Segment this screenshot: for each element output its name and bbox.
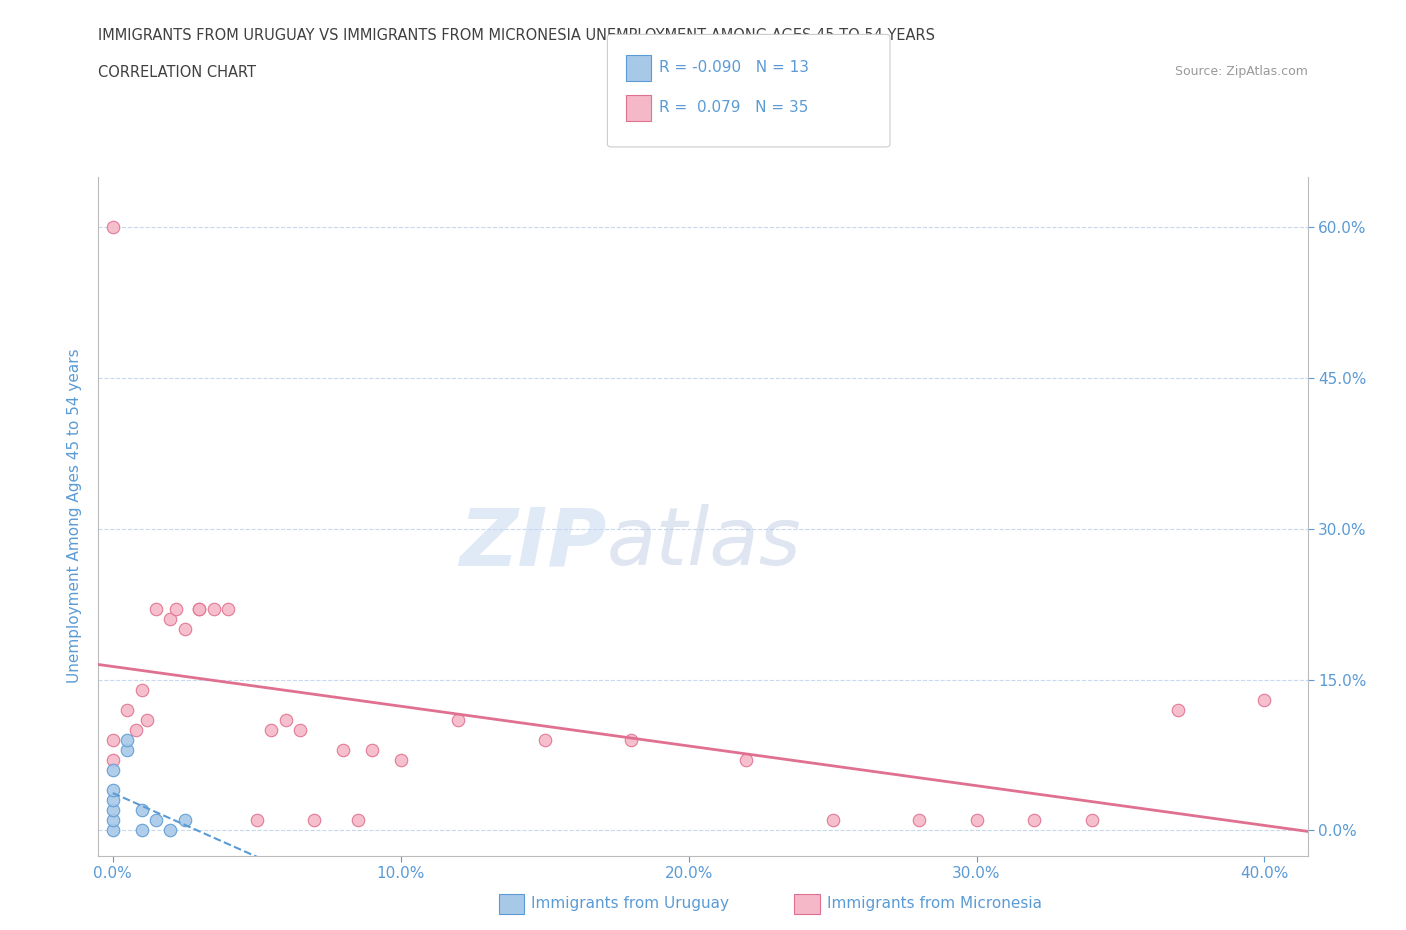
Text: atlas: atlas bbox=[606, 504, 801, 582]
Point bbox=[1022, 813, 1045, 828]
Text: R = -0.090   N = 13: R = -0.090 N = 13 bbox=[659, 60, 810, 75]
Point bbox=[101, 763, 124, 777]
Y-axis label: Unemployment Among Ages 45 to 54 years: Unemployment Among Ages 45 to 54 years bbox=[67, 349, 83, 684]
Point bbox=[260, 723, 283, 737]
Text: IMMIGRANTS FROM URUGUAY VS IMMIGRANTS FROM MICRONESIA UNEMPLOYMENT AMONG AGES 45: IMMIGRANTS FROM URUGUAY VS IMMIGRANTS FR… bbox=[98, 28, 935, 43]
Point bbox=[101, 823, 124, 838]
Point bbox=[217, 602, 239, 617]
Point bbox=[304, 813, 326, 828]
Point bbox=[125, 723, 148, 737]
Text: Immigrants from Uruguay: Immigrants from Uruguay bbox=[531, 897, 730, 911]
Point bbox=[346, 813, 368, 828]
Point bbox=[115, 733, 138, 748]
Point bbox=[173, 622, 195, 637]
Point bbox=[1080, 813, 1102, 828]
Point bbox=[101, 733, 124, 748]
Text: ZIP: ZIP bbox=[458, 504, 606, 582]
Point bbox=[136, 712, 159, 727]
Point bbox=[145, 602, 167, 617]
Point bbox=[620, 733, 643, 748]
Point bbox=[115, 702, 138, 717]
Text: R =  0.079   N = 35: R = 0.079 N = 35 bbox=[659, 100, 808, 115]
Point bbox=[131, 683, 153, 698]
Point bbox=[274, 712, 297, 727]
Point bbox=[533, 733, 555, 748]
Point bbox=[966, 813, 988, 828]
Point bbox=[131, 803, 153, 817]
Point bbox=[332, 742, 354, 757]
Point bbox=[1167, 702, 1189, 717]
Point bbox=[821, 813, 844, 828]
Point bbox=[101, 803, 124, 817]
Point bbox=[159, 823, 181, 838]
Point bbox=[101, 752, 124, 767]
Point bbox=[188, 602, 211, 617]
Point bbox=[159, 612, 181, 627]
Point bbox=[101, 783, 124, 798]
Point bbox=[101, 219, 124, 234]
Point bbox=[389, 752, 412, 767]
Point bbox=[101, 813, 124, 828]
Point bbox=[1253, 692, 1275, 707]
Text: CORRELATION CHART: CORRELATION CHART bbox=[98, 65, 256, 80]
Point bbox=[131, 823, 153, 838]
Point bbox=[246, 813, 269, 828]
Text: Source: ZipAtlas.com: Source: ZipAtlas.com bbox=[1174, 65, 1308, 78]
Point bbox=[447, 712, 470, 727]
Point bbox=[188, 602, 211, 617]
Point bbox=[115, 742, 138, 757]
Point bbox=[288, 723, 311, 737]
Point bbox=[908, 813, 931, 828]
Point bbox=[735, 752, 758, 767]
Point bbox=[361, 742, 384, 757]
Point bbox=[165, 602, 187, 617]
Text: Immigrants from Micronesia: Immigrants from Micronesia bbox=[827, 897, 1042, 911]
Point bbox=[202, 602, 225, 617]
Point bbox=[101, 793, 124, 808]
Point bbox=[145, 813, 167, 828]
Point bbox=[173, 813, 195, 828]
